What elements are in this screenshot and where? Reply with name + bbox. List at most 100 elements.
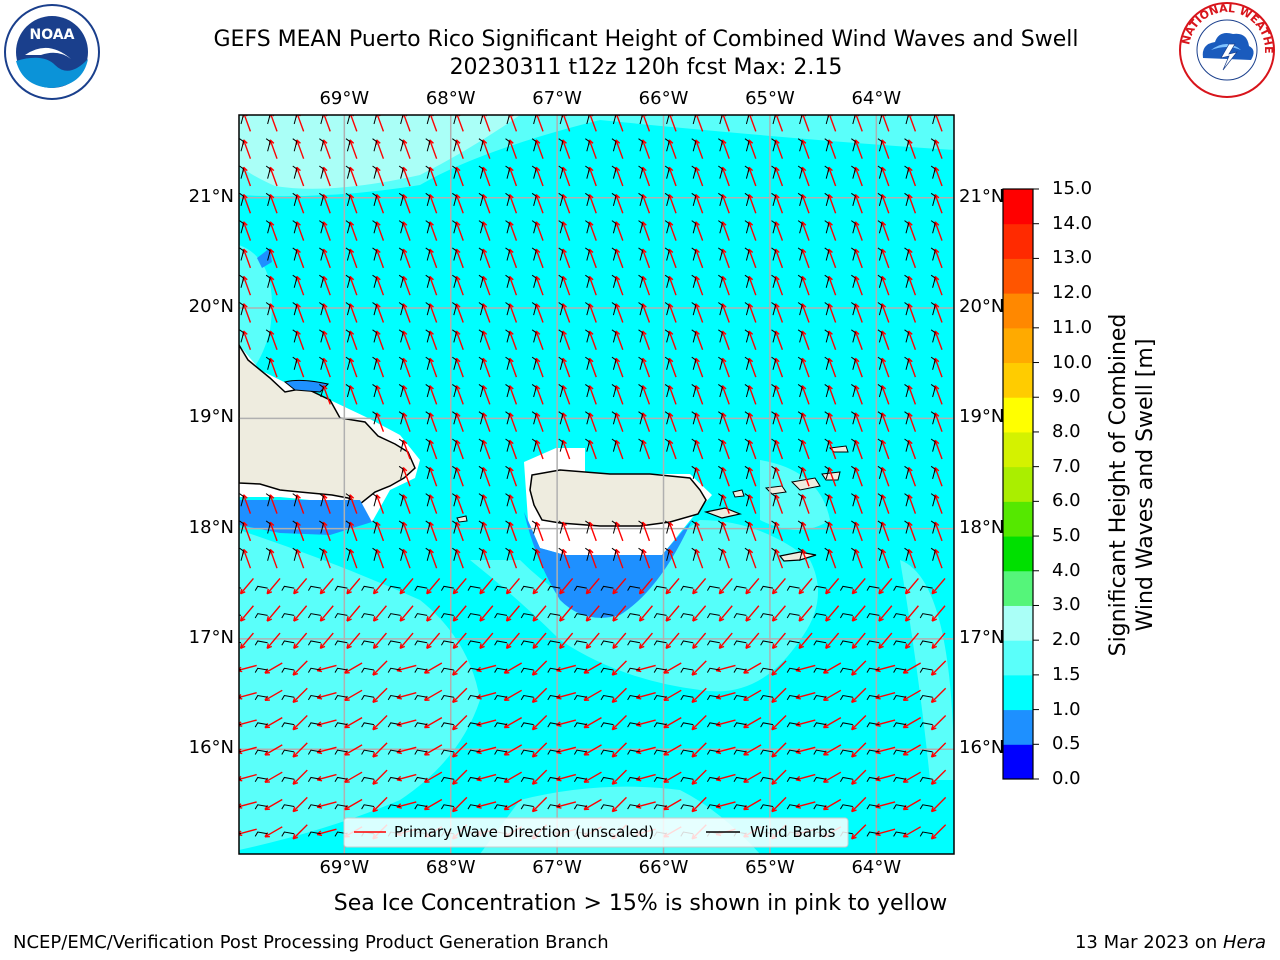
wind-barb xyxy=(733,722,747,728)
wind-barb xyxy=(680,585,694,591)
wave-direction-arrowhead xyxy=(718,643,725,650)
wave-direction-arrow xyxy=(639,577,653,595)
wind-barb xyxy=(558,247,564,261)
wave-direction-arrow xyxy=(346,605,361,622)
wind-barb xyxy=(505,384,511,398)
wind-barb xyxy=(691,411,697,425)
wind-barb xyxy=(638,165,644,179)
wind-barb xyxy=(771,411,777,425)
wave-direction-arrow xyxy=(264,744,283,756)
wind-barb xyxy=(345,247,351,261)
wind-barb xyxy=(345,356,351,370)
wave-direction-arrow xyxy=(535,521,544,542)
wind-barb xyxy=(547,695,561,701)
wave-direction-arrowhead xyxy=(319,588,326,595)
wind-barb xyxy=(824,438,830,452)
wave-direction-arrow xyxy=(588,166,597,187)
wave-direction-arrow xyxy=(508,221,518,241)
wave-direction-arrow xyxy=(615,412,624,432)
wave-direction-arrow xyxy=(774,439,784,460)
wave-direction-arrowhead xyxy=(771,724,777,731)
wind-barb xyxy=(547,804,561,810)
wind-barb xyxy=(265,302,271,316)
wave-direction-arrow xyxy=(508,467,518,487)
wave-direction-arrow xyxy=(269,166,278,187)
wave-direction-arrowhead xyxy=(396,775,402,782)
wind-barb xyxy=(839,776,853,783)
wave-direction-arrow xyxy=(854,521,863,542)
wave-direction-arrowhead xyxy=(795,666,801,673)
wind-barb xyxy=(664,520,670,534)
wave-direction-arrow xyxy=(559,577,574,595)
wave-direction-arrow xyxy=(718,605,733,622)
wave-direction-arrowhead xyxy=(875,830,881,837)
wind-barb xyxy=(760,695,774,701)
wave-direction-arrow xyxy=(452,660,468,676)
wave-direction-arrow xyxy=(902,826,922,838)
wave-direction-arrow xyxy=(452,687,468,703)
wind-barb xyxy=(824,465,830,480)
wind-barb xyxy=(398,411,404,425)
wind-barb xyxy=(600,640,614,646)
wave-direction-arrow xyxy=(695,439,704,460)
wave-direction-arrow xyxy=(902,798,922,811)
wave-direction-arrow xyxy=(266,605,281,622)
colorbar-swatch xyxy=(1003,327,1033,364)
wave-direction-arrow xyxy=(583,798,602,811)
wave-direction-arrow xyxy=(854,494,863,514)
wave-direction-arrow xyxy=(375,194,385,214)
wind-barb xyxy=(744,411,750,425)
wave-direction-arrow xyxy=(402,166,411,187)
wind-barb xyxy=(797,384,803,398)
wind-barb xyxy=(611,329,617,343)
wave-direction-arrow xyxy=(854,194,863,214)
wave-direction-arrowhead xyxy=(851,643,858,650)
wind-barb xyxy=(786,695,800,701)
wave-direction-arrow xyxy=(532,632,547,649)
wave-direction-arrow xyxy=(615,194,624,214)
wind-barb xyxy=(573,749,587,755)
wind-barb xyxy=(839,640,853,646)
wave-direction-arrow xyxy=(482,330,491,351)
wave-direction-arrowhead xyxy=(638,643,645,650)
wind-barb xyxy=(866,585,880,591)
wave-direction-arrow xyxy=(452,769,468,785)
wave-direction-arrow xyxy=(881,276,890,296)
wind-barb xyxy=(414,640,428,646)
wave-direction-arrow xyxy=(588,221,597,241)
lat-tick-label-left: 18°N xyxy=(188,516,234,538)
wind-barb xyxy=(733,776,747,783)
wind-barb xyxy=(653,695,667,701)
wave-direction-arrow xyxy=(296,166,305,187)
wave-direction-arrow xyxy=(588,248,597,269)
wind-barb xyxy=(372,356,378,370)
wind-barb xyxy=(839,804,853,810)
wind-barb xyxy=(733,640,747,646)
wave-direction-arrowhead xyxy=(825,616,831,622)
wave-direction-arrow xyxy=(931,605,946,622)
wave-direction-arrow xyxy=(851,577,866,595)
wave-direction-arrow xyxy=(748,467,757,487)
wave-direction-arrowhead xyxy=(372,616,379,622)
wave-direction-arrow xyxy=(503,771,523,783)
wave-direction-arrow xyxy=(452,577,467,595)
legend-wind-barbs-label: Wind Barbs xyxy=(750,823,836,841)
tortola-island xyxy=(790,477,821,491)
colorbar-tick-label: 0.5 xyxy=(1052,733,1081,755)
wind-barb xyxy=(680,776,694,783)
wave-direction-arrow xyxy=(455,221,464,241)
wave-direction-arrow xyxy=(503,662,523,674)
wind-barb xyxy=(706,585,720,591)
wave-direction-arrow xyxy=(588,303,597,323)
wind-barb xyxy=(664,138,670,152)
wave-direction-arrow xyxy=(296,330,305,351)
wave-direction-arrow xyxy=(934,139,943,159)
wave-direction-arrow xyxy=(373,632,387,649)
wind-barb xyxy=(904,547,910,561)
wave-direction-arrow xyxy=(851,605,866,622)
wave-direction-arrow xyxy=(854,166,863,187)
wave-direction-arrow xyxy=(296,248,305,269)
wind-barb xyxy=(904,356,910,370)
wind-barb xyxy=(851,520,856,534)
wind-barb xyxy=(877,329,883,343)
